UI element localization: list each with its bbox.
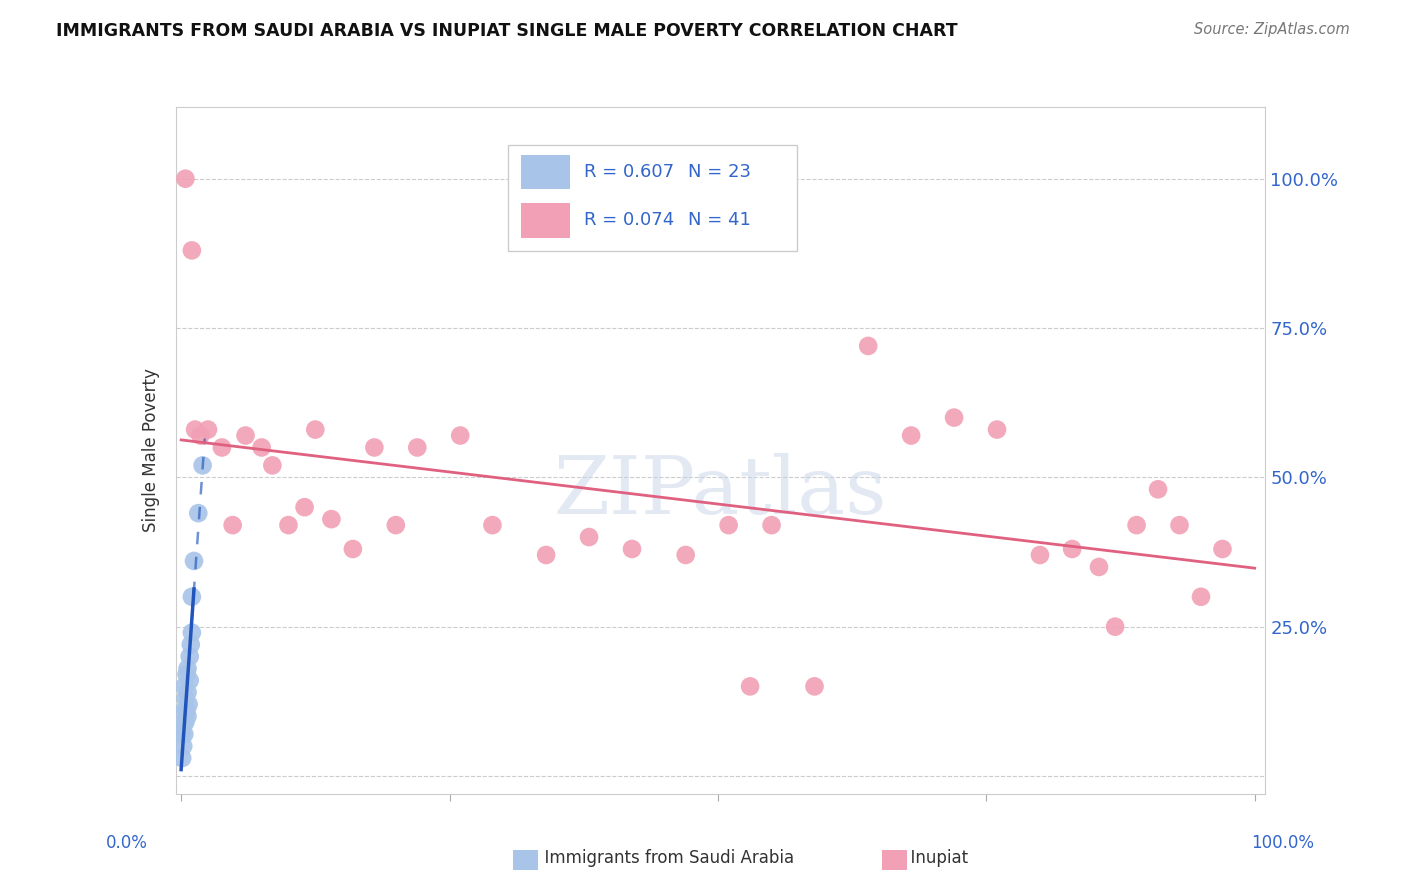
Point (1062, 541, 1084, 556)
Point (1125, 518, 1147, 533)
Point (578, 530, 600, 544)
Point (180, 625, 202, 640)
Bar (522, 155, 571, 189)
Point (385, 518, 408, 533)
Text: Source: ZipAtlas.com: Source: ZipAtlas.com (1194, 22, 1350, 37)
Point (176, 661, 198, 675)
Point (176, 667, 198, 681)
Point (481, 518, 503, 533)
Point (183, 554, 205, 568)
Point (1147, 483, 1170, 497)
Point (986, 423, 1008, 437)
Point (803, 679, 825, 693)
Point (1189, 590, 1212, 604)
Point (172, 739, 194, 753)
Point (176, 709, 198, 723)
Point (1168, 518, 1191, 533)
Point (534, 548, 557, 562)
Point (738, 679, 761, 693)
Point (187, 506, 209, 520)
Point (262, 458, 284, 473)
Point (180, 244, 202, 258)
Point (304, 423, 326, 437)
Point (172, 751, 194, 765)
Text: N = 41: N = 41 (688, 211, 751, 229)
Point (621, 541, 644, 556)
Point (1029, 548, 1052, 562)
Point (856, 339, 879, 353)
Point (174, 691, 197, 706)
Point (250, 441, 273, 455)
Point (174, 171, 197, 186)
Point (173, 727, 195, 741)
Point (177, 698, 200, 712)
Point (179, 673, 201, 688)
Text: R = 0.074: R = 0.074 (585, 211, 675, 229)
Point (197, 423, 219, 437)
Text: Inupiat: Inupiat (900, 849, 967, 867)
Point (717, 518, 740, 533)
Point (180, 638, 202, 652)
Point (1104, 620, 1126, 634)
Point (943, 410, 966, 425)
Text: ZIPatlas: ZIPatlas (554, 452, 887, 531)
Point (277, 518, 299, 533)
Point (211, 441, 233, 455)
Text: IMMIGRANTS FROM SAUDI ARABIA VS INUPIAT SINGLE MALE POVERTY CORRELATION CHART: IMMIGRANTS FROM SAUDI ARABIA VS INUPIAT … (56, 22, 957, 40)
Y-axis label: Single Male Poverty: Single Male Poverty (142, 368, 160, 533)
Text: Immigrants from Saudi Arabia: Immigrants from Saudi Arabia (534, 849, 794, 867)
Point (191, 458, 214, 473)
Point (172, 715, 194, 730)
Point (190, 428, 212, 442)
Point (675, 548, 697, 562)
Point (221, 518, 243, 533)
Point (173, 679, 195, 693)
Point (174, 715, 197, 730)
Point (172, 727, 194, 741)
Point (176, 685, 198, 699)
Text: N = 23: N = 23 (688, 163, 751, 181)
Point (321, 512, 343, 526)
Point (176, 703, 198, 717)
Text: 0.0%: 0.0% (105, 834, 148, 852)
FancyBboxPatch shape (508, 145, 797, 252)
Text: 100.0%: 100.0% (1251, 834, 1315, 852)
Point (1211, 541, 1233, 556)
Point (184, 423, 207, 437)
Point (180, 590, 202, 604)
Point (1088, 560, 1111, 574)
Point (235, 428, 257, 442)
Point (294, 500, 316, 515)
Point (900, 428, 922, 442)
Point (173, 703, 195, 717)
Point (761, 518, 783, 533)
Point (406, 441, 429, 455)
Point (449, 428, 471, 442)
Point (342, 541, 364, 556)
Bar (522, 203, 571, 237)
Point (363, 441, 385, 455)
Text: R = 0.607: R = 0.607 (585, 163, 675, 181)
Point (179, 649, 201, 664)
